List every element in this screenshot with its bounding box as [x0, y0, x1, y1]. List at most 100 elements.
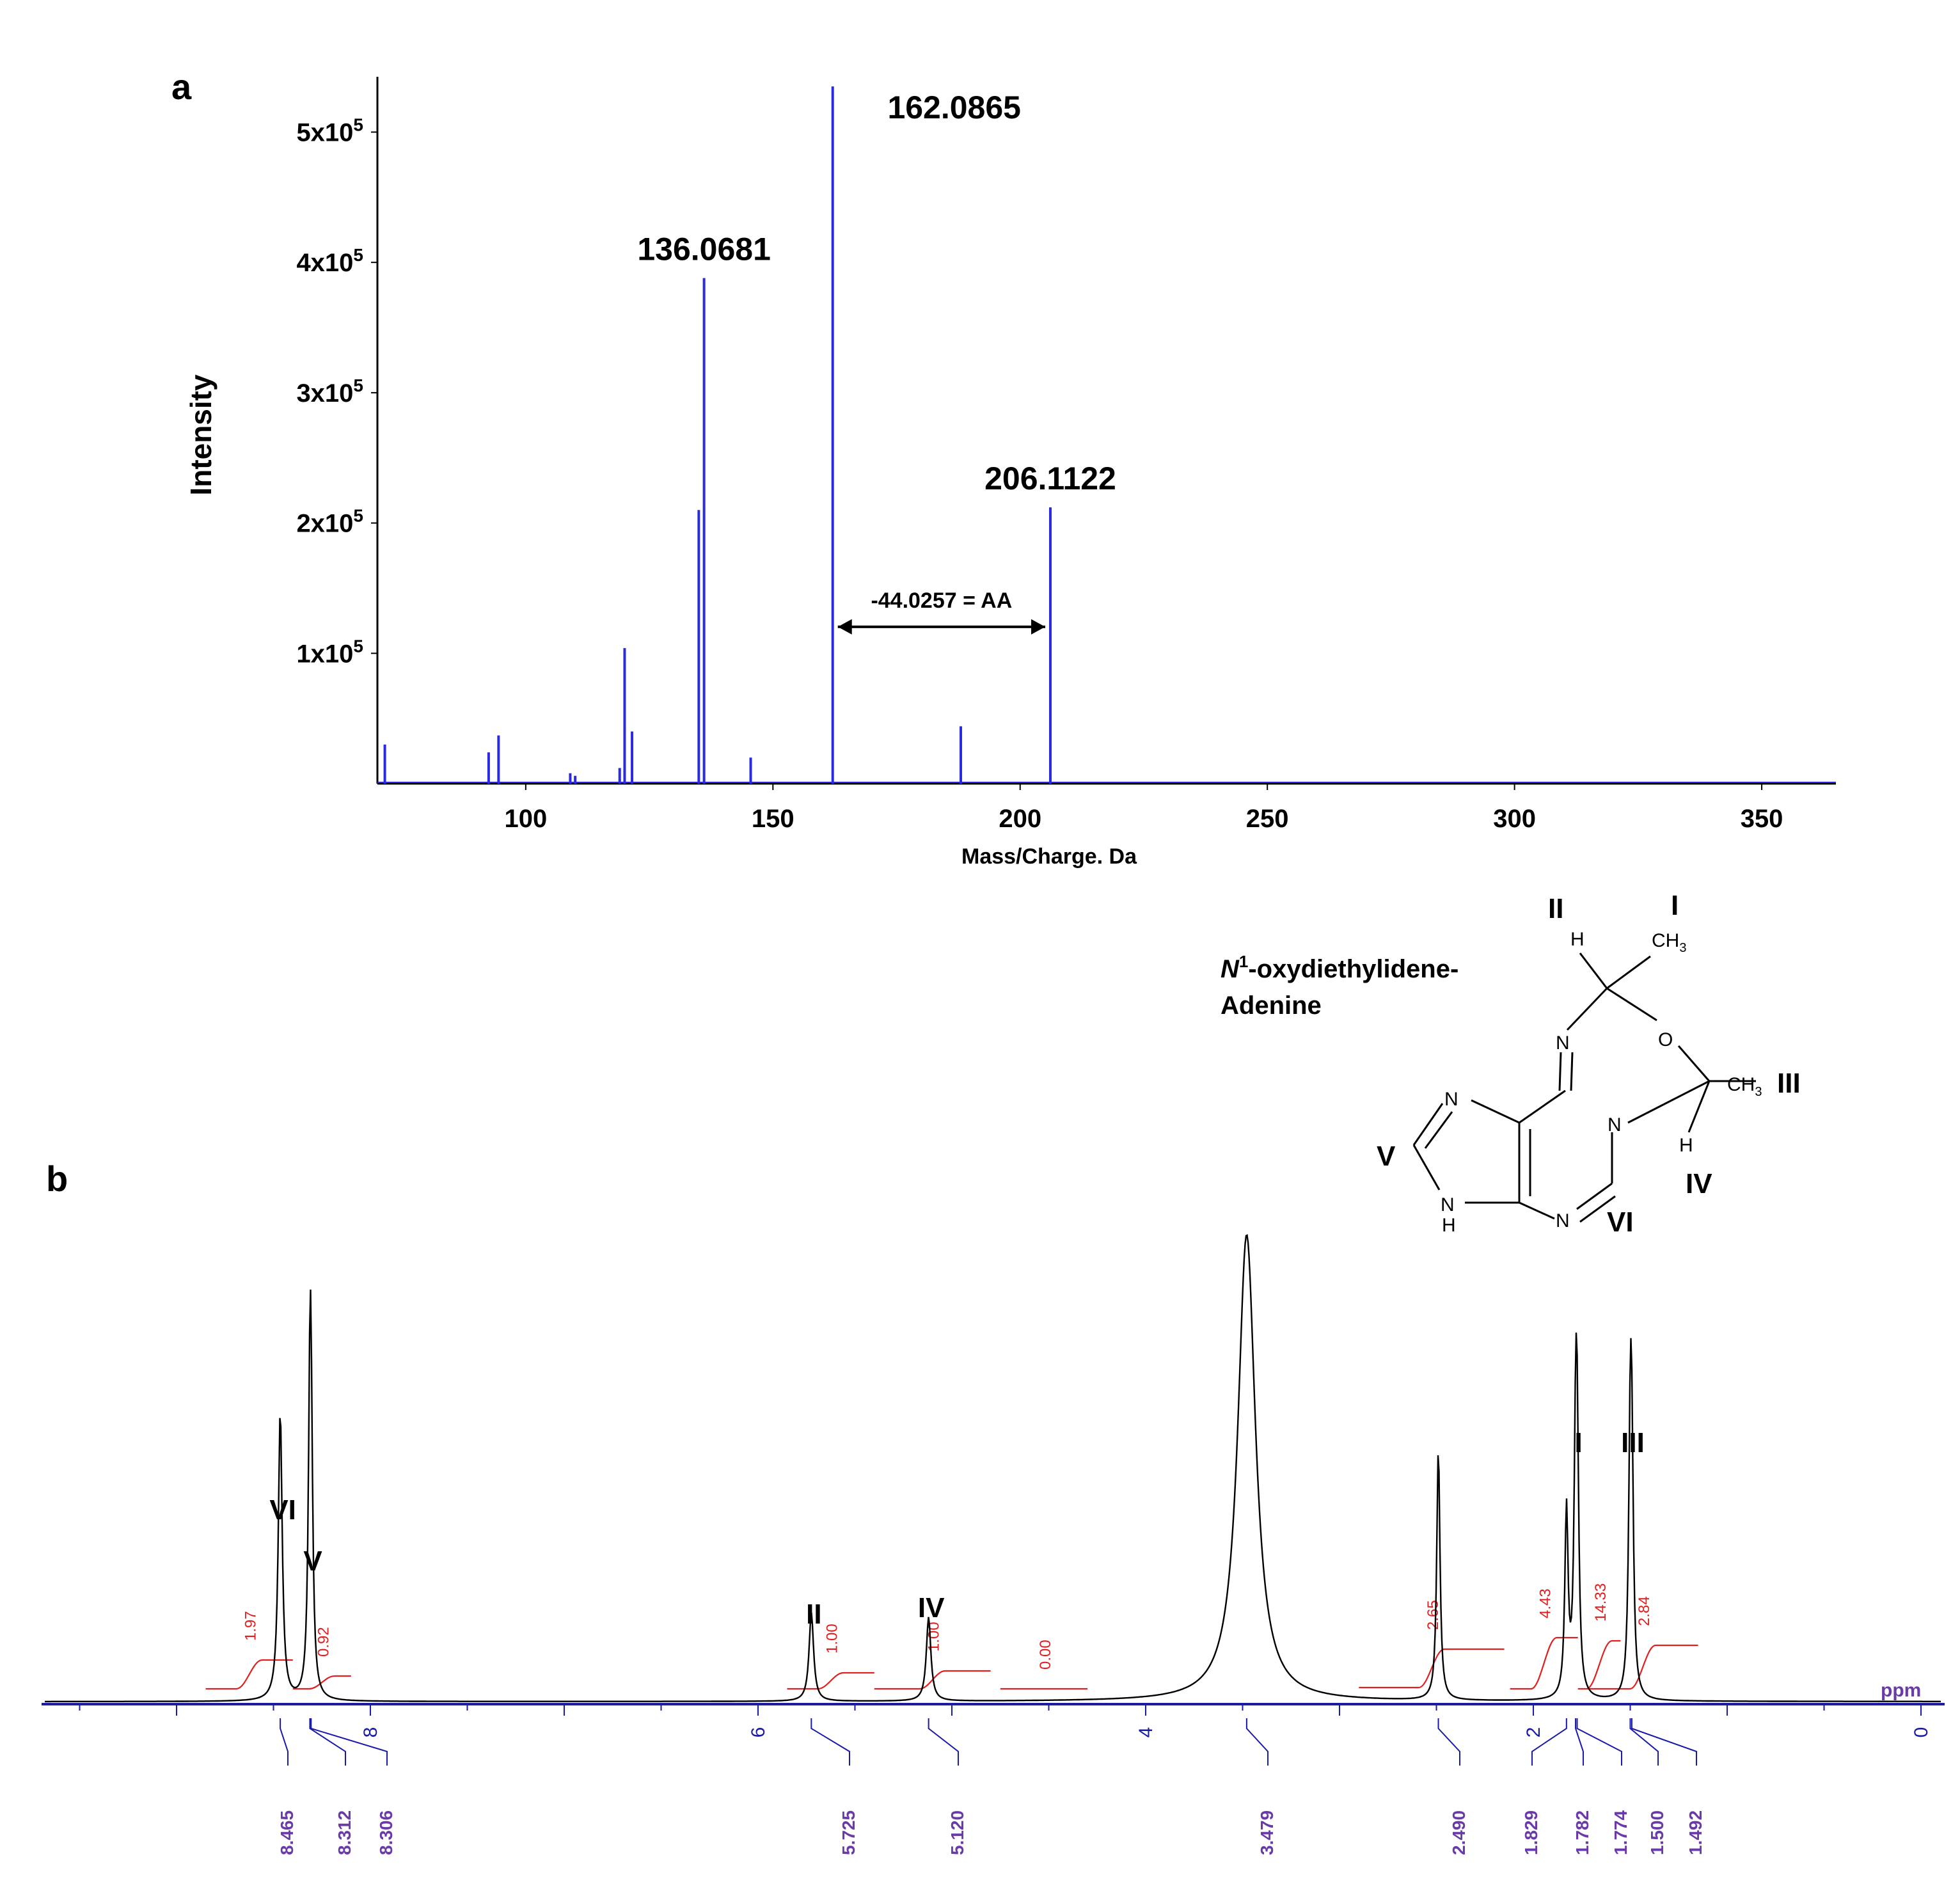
nmr-tick-label: 6 [748, 1727, 769, 1738]
nmr-tick-label: 4 [1135, 1727, 1157, 1738]
nmr-assignment-label: I [1575, 1427, 1583, 1459]
peak-pick-leader [1576, 1718, 1622, 1766]
peak-pick-leader [1631, 1718, 1697, 1766]
nmr-assignment-label: V [303, 1546, 322, 1577]
ms-x-tick-label: 350 [1741, 805, 1783, 833]
ms-y-tick-exponent: 5 [353, 506, 363, 526]
integral-value: 0.00 [1037, 1640, 1054, 1670]
ms-peaks [383, 86, 1052, 784]
peak-pick-leader [1629, 1718, 1659, 1766]
nmr-tick-label: 8 [360, 1727, 381, 1738]
peak-pick-leader [1245, 1718, 1268, 1766]
ms-y-tick-label: 5x105 [296, 115, 363, 146]
molecule-bonds [1412, 953, 1756, 1223]
integral-value: 2.84 [1636, 1596, 1653, 1626]
ms-y-tick-label: 2x105 [296, 506, 363, 538]
ms-y-tick-mantissa: 2x10 [296, 510, 353, 538]
nmr-assignment-label: III [1621, 1427, 1645, 1459]
x-axis-title: Mass/Charge. Da [961, 844, 1137, 869]
atom-ch3-right: CH3 [1727, 1074, 1762, 1099]
ms-y-tick-mantissa: 3x10 [296, 379, 353, 407]
ms-y-tick-exponent: 5 [353, 376, 363, 395]
atom-n-lower: N [1556, 1210, 1570, 1231]
atom-h-upper: H [1570, 929, 1585, 950]
peak-pick-label: 5.725 [839, 1810, 858, 1855]
annotation-arrow-head-left [837, 619, 852, 635]
mol-label-i: I [1671, 890, 1679, 921]
integral-curve [1359, 1648, 1505, 1689]
nmr-spectrum-line [45, 1234, 1941, 1703]
mass-spectrum-panel: a Intensity Mass/Charge. Da 1x1052x1053x… [171, 67, 1836, 869]
ms-y-tick-label: 3x105 [296, 376, 363, 407]
ms-y-tick-mantissa: 4x10 [296, 249, 353, 277]
molecule-name-sup: 1 [1239, 952, 1248, 971]
integral-value: 0.92 [315, 1627, 332, 1657]
nmr-tick-label: 0 [1911, 1727, 1932, 1738]
peak-pick-leader [1437, 1718, 1460, 1766]
atom-h-lower: H [1679, 1135, 1693, 1156]
peak-pick-label: 5.120 [947, 1810, 967, 1855]
integral-value: 4.43 [1537, 1588, 1554, 1618]
integral-curve [1577, 1640, 1621, 1690]
mol-label-iii: III [1777, 1068, 1801, 1099]
ch3-right-sub: 3 [1755, 1085, 1762, 1099]
mol-label-v: V [1377, 1141, 1396, 1172]
ch3-right-ch: CH [1727, 1074, 1755, 1095]
peak-pick-label: 1.774 [1611, 1810, 1631, 1855]
ms-x-tick-label: 150 [752, 805, 794, 833]
integral-value: 2.65 [1425, 1600, 1442, 1630]
atom-n-imidazole: N [1444, 1089, 1458, 1110]
panel-label-a: a [171, 67, 192, 107]
peak-pick-leader [280, 1718, 288, 1766]
molecule-position-labels: I II III IV V VI [1377, 890, 1801, 1238]
peak-pick-leader [928, 1718, 959, 1766]
integral-value: 14.33 [1592, 1583, 1609, 1622]
peak-pick-label: 3.479 [1257, 1810, 1277, 1855]
ms-x-tick-label: 200 [999, 805, 1041, 833]
ms-y-tick-mantissa: 1x10 [296, 640, 353, 668]
peak-pick-label: 1.500 [1647, 1810, 1667, 1855]
peak-pick-leader [309, 1718, 346, 1766]
ch3-upper-sub: 3 [1679, 941, 1686, 955]
mol-label-ii: II [1548, 893, 1563, 924]
molecule-name-line1: N1-oxydiethylidene- [1221, 952, 1458, 983]
atom-ch3-upper: CH3 [1652, 930, 1686, 955]
integral-curve [787, 1672, 874, 1690]
peak-pick-label: 1.492 [1686, 1810, 1705, 1855]
ms-y-tick-label: 4x105 [296, 245, 363, 277]
peak-pick-leader [810, 1718, 850, 1766]
nmr-assignment-label: VI [269, 1494, 296, 1526]
ms-peak-label: 206.1122 [984, 461, 1116, 496]
integral-curve [292, 1675, 351, 1690]
atom-nh-h: H [1442, 1215, 1456, 1236]
ms-y-tick-mantissa: 5x10 [296, 118, 353, 146]
nmr-integrals: 1.970.92 1.00 1.000.002.65 4.43 14.33 2.84 [205, 1583, 1698, 1690]
peak-pick-leader [310, 1718, 388, 1766]
y-axis-title: Intensity [184, 374, 217, 496]
mass-loss-annotation: -44.0257 = AA [837, 589, 1045, 635]
nmr-ticks: 8 6 4 2 0 [79, 1705, 1932, 1738]
molecule-structure: N1-oxydiethylidene- Adenine [1221, 890, 1801, 1238]
ms-y-tick-exponent: 5 [353, 245, 363, 265]
nmr-peak-picks: 8.465 8.312 8.306 5.725 5.120 3.479 2.490 1.829… [277, 1718, 1705, 1855]
ms-y-tick-label: 1x105 [296, 636, 363, 668]
peak-pick-label: 1.782 [1572, 1810, 1592, 1855]
peak-pick-leader [1575, 1718, 1584, 1766]
peak-pick-label: 8.306 [376, 1810, 396, 1855]
panel-label-b: b [46, 1158, 68, 1199]
ms-axes [376, 77, 1836, 785]
nmr-tick-label: 2 [1523, 1727, 1544, 1738]
ms-y-tick-exponent: 5 [353, 636, 363, 656]
atom-o: O [1658, 1029, 1673, 1050]
ms-x-ticks: 100 150 200 250 300 350 [504, 784, 1783, 833]
mol-label-iv: IV [1686, 1168, 1712, 1199]
molecule-name-italic: N [1221, 955, 1240, 983]
ms-x-tick-label: 300 [1493, 805, 1536, 833]
ms-y-tick-exponent: 5 [353, 115, 363, 134]
ms-peak-label: 136.0681 [637, 232, 771, 267]
annotation-arrow-head-right [1031, 619, 1045, 635]
ppm-unit-label: ppm [1881, 1680, 1921, 1701]
